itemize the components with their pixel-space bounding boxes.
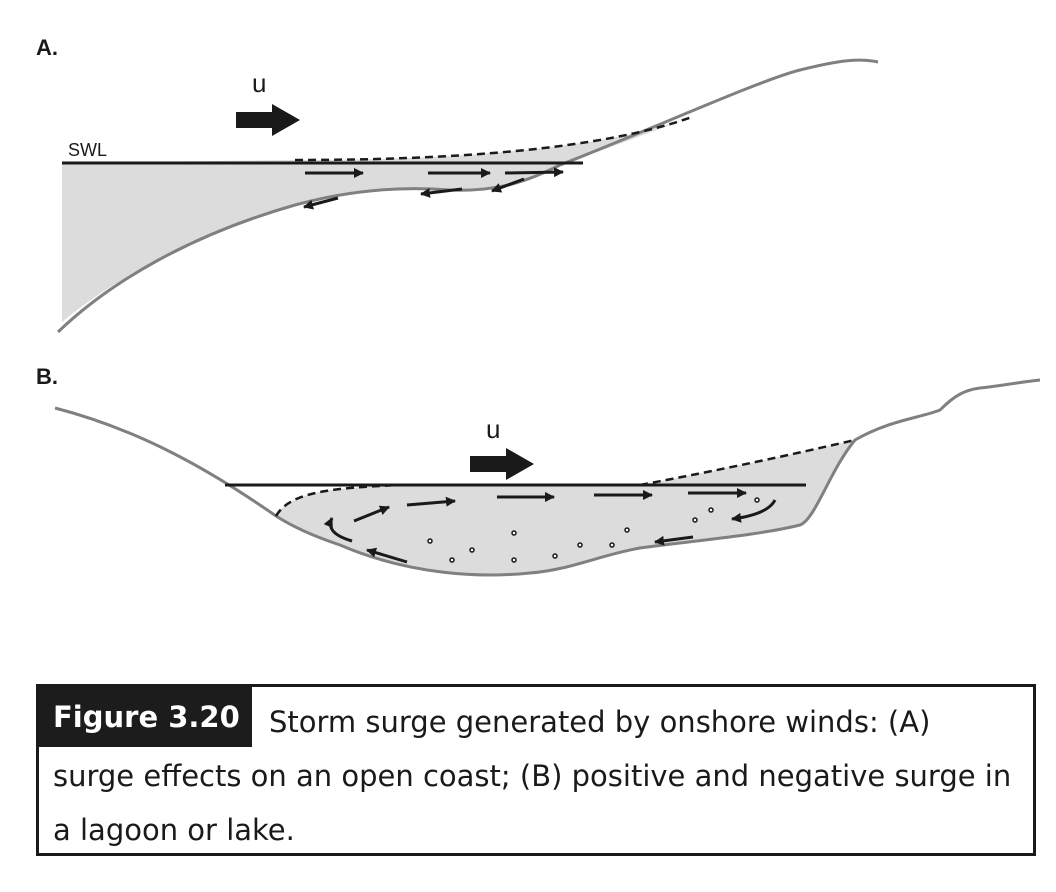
panel-b-return-arrow — [366, 547, 408, 564]
panel-b-basin — [54, 378, 1041, 577]
caption-text: Storm surge generated by onshore winds: … — [53, 695, 1013, 857]
panel-b: B. u — [36, 364, 1041, 577]
panel-b-return-arrow — [731, 499, 777, 523]
figure-number-tag: Figure 3.20 — [39, 687, 252, 747]
panel-b-return-arrow — [654, 535, 694, 546]
panel-b-return-arrow — [323, 517, 353, 543]
panel-b-label: B. — [36, 364, 58, 389]
panel-a: A. SWL u — [36, 35, 879, 334]
panel-a-wind-label: u — [252, 68, 266, 98]
panel-a-return-arrow — [491, 177, 525, 193]
panel-b-wind-label: u — [486, 414, 500, 444]
panel-b-setup-level — [639, 438, 856, 487]
panel-b-current-arrow — [353, 505, 390, 523]
panel-a-label: A. — [36, 35, 58, 60]
caption-body: Storm surge generated by onshore winds: … — [53, 705, 1012, 847]
panel-a-wind-arrow — [236, 104, 300, 136]
panel-a-return-arrow — [303, 196, 339, 210]
panel-b-setdown-level — [274, 483, 401, 517]
figure-caption: Figure 3.20 Storm surge generated by ons… — [36, 684, 1036, 856]
panel-b-current-arrow — [406, 496, 456, 507]
swl-label: SWL — [68, 140, 107, 160]
panel-a-surge-level — [294, 115, 693, 162]
panel-b-water — [276, 440, 855, 575]
panel-a-return-arrow — [420, 187, 463, 198]
panel-a-current-arrow — [504, 167, 564, 178]
panel-b-wind-arrow — [470, 448, 534, 480]
panel-a-water — [62, 117, 692, 322]
panel-b-sediment-dots — [427, 497, 760, 563]
